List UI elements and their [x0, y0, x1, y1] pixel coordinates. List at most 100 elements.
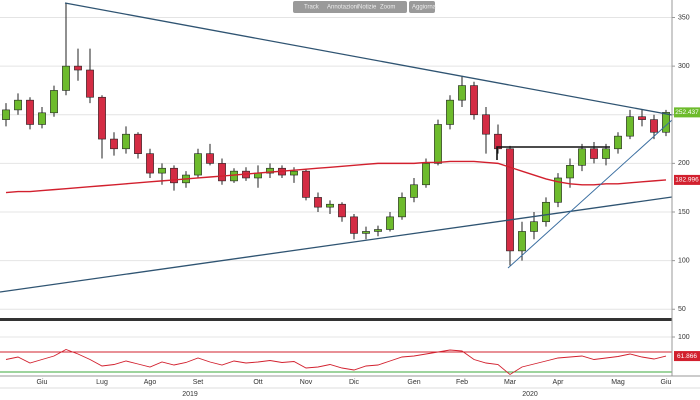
toolbar-button[interactable]: Notizie	[358, 5, 377, 11]
candle-body	[482, 114, 490, 135]
y-tick-label: 150	[678, 209, 690, 216]
candle-body	[146, 153, 154, 174]
candle-body	[266, 167, 274, 174]
candle-body	[362, 231, 370, 234]
toolbar-button[interactable]: Annotazioni	[327, 5, 358, 11]
year-label: 2019	[182, 391, 198, 398]
x-tick-label: Mar	[504, 379, 517, 386]
candle-body	[110, 138, 118, 150]
trend-line	[0, 196, 673, 293]
year-label: 2020	[522, 391, 538, 398]
candle-body	[314, 197, 322, 208]
candle-body	[62, 65, 70, 91]
toolbar-bg	[409, 1, 435, 13]
x-tick-label: Nov	[300, 379, 313, 386]
candle-body	[302, 170, 310, 198]
candle-body	[350, 216, 358, 234]
moving-average	[5, 160, 667, 194]
candle-body	[446, 99, 454, 125]
y-tick-label: 300	[678, 63, 690, 70]
last-value-label: 252.437	[675, 109, 699, 116]
y-tick-label: 100	[678, 257, 690, 264]
x-tick-label: Ott	[253, 379, 262, 386]
level-line	[496, 146, 610, 160]
candle-body	[206, 153, 214, 164]
candle-body	[494, 133, 502, 150]
candle-body	[602, 148, 610, 159]
y-tick-label: 200	[678, 160, 690, 167]
y-tick-label: 50	[678, 306, 686, 313]
candle-body	[506, 148, 514, 252]
candle-body	[590, 148, 598, 159]
grid	[0, 17, 672, 373]
x-tick-label: Feb	[456, 379, 468, 386]
x-tick-label: Dic	[349, 379, 360, 386]
candle-body	[374, 229, 382, 232]
trend-line	[507, 119, 673, 269]
x-tick-label: Lug	[96, 379, 108, 386]
toolbar-button[interactable]: Aggiorna	[412, 5, 437, 11]
candle-body	[614, 135, 622, 150]
x-tick-label: Mag	[611, 379, 625, 386]
last-value-label: 61.866	[677, 353, 697, 360]
y-tick-label: 100	[678, 334, 690, 341]
candle-body	[86, 69, 94, 98]
candle-body	[530, 221, 538, 232]
candle-body	[470, 85, 478, 116]
candle-body	[194, 153, 202, 176]
candle-body	[338, 203, 346, 218]
candle-body	[518, 231, 526, 252]
candle-body	[50, 90, 58, 114]
candle-body	[326, 203, 334, 208]
toolbar: Track Annotazioni Notizie Zoom Aggiorna	[293, 1, 437, 13]
candle-body	[290, 170, 298, 176]
candle-body	[2, 109, 10, 120]
panel-separator	[0, 318, 672, 321]
toolbar-button[interactable]: Track	[304, 5, 320, 11]
candle-body	[458, 85, 466, 101]
candle-body	[170, 167, 178, 184]
last-value-box	[674, 174, 700, 185]
candle-body	[422, 163, 430, 186]
candle-body	[122, 133, 130, 150]
candle-body	[386, 216, 394, 230]
candle-body	[218, 163, 226, 182]
marks	[2, 2, 670, 376]
candle-body	[638, 116, 646, 120]
x-tick-label: Giu	[661, 379, 672, 386]
candle-body	[434, 124, 442, 164]
line-fill	[5, 349, 667, 376]
candle-body	[98, 96, 106, 140]
candle-body	[662, 112, 670, 133]
candle-body	[410, 184, 418, 198]
candle-body	[158, 167, 166, 174]
x-tick-label: Apr	[553, 379, 565, 386]
candle-body	[650, 119, 658, 133]
toolbar-button[interactable]: Zoom	[380, 5, 395, 11]
y-tick-label: 350	[678, 14, 690, 21]
last-value-label: 182.996	[675, 177, 699, 184]
candle-body	[134, 133, 142, 154]
candle-body	[542, 201, 550, 223]
candle-body	[398, 197, 406, 218]
candle-body	[626, 116, 634, 137]
trend-line	[64, 2, 673, 116]
candle-body	[74, 65, 82, 71]
candle-body	[554, 177, 562, 203]
candle-body	[578, 148, 586, 166]
candle-body	[38, 112, 46, 125]
last-value-box	[674, 107, 700, 118]
x-tick-label: Ago	[144, 379, 157, 386]
x-tick-label: Giu	[37, 379, 48, 386]
candle-body	[14, 99, 22, 111]
toolbar-bg	[293, 1, 407, 13]
candle-body	[230, 170, 238, 182]
candle-body	[566, 165, 574, 179]
x-tick-label: Set	[193, 379, 204, 386]
x-tick-label: Gen	[407, 379, 420, 386]
annotations	[0, 2, 673, 293]
last-value-box	[674, 351, 700, 362]
candle-body	[26, 99, 34, 125]
